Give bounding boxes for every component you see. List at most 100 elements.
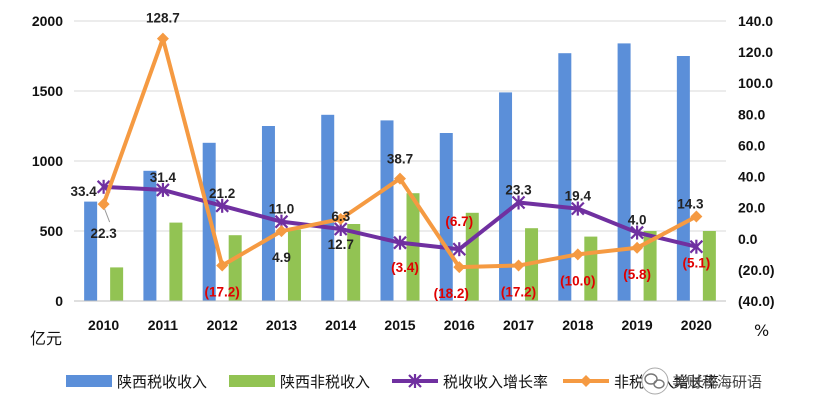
- tax-growth-point-2015: [393, 235, 407, 250]
- tax-growth-point-2016: [452, 242, 467, 257]
- axis-ticks: 0 500 1000 1500 2000 (40.0) (20.0) 0.0 20.0 40.0 6…: [32, 13, 775, 333]
- line-series: [96, 32, 704, 274]
- tax-revenue-bar-2015: [380, 120, 394, 302]
- nontax-growth-point-2012: [216, 259, 229, 272]
- nontax-growth-label-2015: 38.7: [387, 152, 413, 167]
- gridlines: [74, 20, 726, 232]
- x-tick-2020: 2020: [681, 317, 712, 333]
- data-labels: 33.4 31.4 21.2 11.0 6.3 (6.7) 23.3 19.4 4.0 (5.1)…: [70, 11, 710, 302]
- nontax-revenue-bar-2019: [643, 231, 657, 301]
- tax-growth-point-2011: [156, 182, 170, 197]
- tax-growth-label-2016: (6.7): [445, 214, 473, 229]
- legend-label: 税收收入增长率: [443, 373, 548, 391]
- nontax-growth-label-2011: 128.7: [146, 11, 180, 26]
- tax-revenue-bar-2018: [558, 53, 572, 302]
- wechat-icon: [641, 367, 669, 395]
- y-left-tick: 500: [40, 223, 64, 239]
- nontax-growth-label-2014: 12.7: [328, 237, 354, 252]
- legend-swatch: [66, 375, 112, 387]
- tax-revenue-bar-2016: [439, 133, 453, 301]
- y-right-unit: %: [754, 321, 769, 340]
- y-right-tick: 60.0: [738, 137, 765, 153]
- tax-growth-label-2013: 11.0: [269, 202, 295, 217]
- tax-growth-label-2012: 21.2: [209, 186, 235, 201]
- nontax-growth-label-2019: (5.8): [623, 267, 651, 282]
- y-left-unit: 亿元: [30, 329, 62, 348]
- x-tick-2014: 2014: [325, 317, 356, 333]
- y-right-tick: 140.0: [738, 13, 773, 29]
- y-right-tick: 120.0: [738, 44, 773, 60]
- nontax-growth-label-2016: (18.2): [434, 286, 469, 301]
- tax-revenue-bar-2020: [676, 56, 690, 301]
- nontax-growth-point-2019: [631, 241, 644, 254]
- nontax-growth-point-2017: [512, 259, 525, 272]
- nontax-growth-point-2015: [394, 172, 406, 185]
- y-right-tick: (20.0): [738, 262, 775, 278]
- nontax-revenue-bar-2010: [110, 267, 124, 301]
- x-tick-2015: 2015: [384, 317, 415, 333]
- tax-revenue-bar-2011: [143, 170, 157, 301]
- nontax-revenue-bar-2015: [406, 193, 420, 301]
- tax-revenue-bar-2017: [499, 92, 513, 302]
- y-left-tick: 2000: [32, 13, 63, 29]
- nontax-growth-point-2010: [97, 198, 110, 211]
- legend-item-1: 陕西税收收入: [66, 373, 207, 391]
- x-tick-2012: 2012: [207, 317, 238, 333]
- tax-growth-label-2010: 33.4: [70, 184, 97, 199]
- watermark-text: 美财税海研语: [672, 373, 762, 391]
- tax-growth-label-2017: 23.3: [505, 183, 532, 198]
- y-left-tick: 1500: [32, 83, 63, 99]
- nontax-growth-label-2010: 22.3: [90, 226, 117, 241]
- tax-revenue-bar-2010: [84, 201, 98, 301]
- legend-item-3: 税收收入增长率: [392, 373, 548, 391]
- tax-growth-label-2014: 6.3: [331, 209, 350, 224]
- tax-growth-point-2012: [215, 198, 229, 213]
- y-right-tick: (40.0): [738, 293, 775, 309]
- x-tick-2016: 2016: [444, 317, 475, 333]
- tax-growth-label-2019: 4.0: [628, 213, 647, 228]
- x-tick-2011: 2011: [148, 317, 179, 333]
- nontax-growth-label-2020: 14.3: [677, 197, 704, 212]
- legend-label: 陕西税收收入: [117, 373, 207, 391]
- legend-swatch: [229, 375, 275, 387]
- y-right-tick: 100.0: [738, 75, 773, 91]
- tax-growth-label-2011: 31.4: [150, 170, 177, 185]
- watermark: 美财税海研语: [641, 367, 762, 395]
- nontax-growth-point-2014: [334, 213, 347, 226]
- tax-growth-point-2020: [689, 239, 704, 254]
- nontax-growth-label-2017: (17.2): [501, 285, 536, 300]
- tax-revenue-bar-2014: [321, 114, 335, 301]
- y-left-tick: 1000: [32, 153, 63, 169]
- nontax-growth-label-2018: (10.0): [560, 273, 595, 288]
- legend-item-2: 陕西非税收入: [229, 373, 370, 391]
- nontax-growth-point-2013: [275, 225, 288, 238]
- label-leader-line: [104, 208, 111, 223]
- tax-growth-point-2019: [630, 225, 644, 240]
- tax-growth-point-2018: [571, 201, 585, 216]
- tax-growth-label-2020: (5.1): [682, 256, 710, 271]
- nontax-revenue-bar-2020: [702, 231, 716, 301]
- y-right-tick: 40.0: [738, 169, 765, 185]
- tax-revenue-bar-2019: [617, 43, 631, 302]
- nontax-growth-label-2012: (17.2): [205, 285, 240, 300]
- legend: 陕西税收收入陕西非税收入税收收入增长率非税收入增长率: [66, 373, 719, 391]
- y-left-tick: 0: [55, 293, 63, 309]
- tax-growth-label-2018: 19.4: [565, 189, 592, 204]
- nontax-growth-point-2018: [571, 248, 584, 261]
- extra-label-2015: (3.4): [391, 260, 419, 275]
- tax-growth-point-2017: [511, 195, 526, 210]
- x-tick-2018: 2018: [562, 317, 593, 333]
- nontax-revenue-bar-2013: [287, 229, 301, 301]
- tax-revenue-bar-2013: [261, 126, 275, 301]
- y-right-tick: 80.0: [738, 106, 765, 122]
- nontax-growth-point-2011: [156, 32, 169, 45]
- x-tick-2010: 2010: [88, 317, 119, 333]
- nontax-growth-point-2020: [690, 210, 703, 223]
- x-tick-2017: 2017: [503, 317, 534, 333]
- nontax-growth-point-2016: [453, 261, 466, 274]
- y-right-tick: 0.0: [738, 231, 758, 247]
- nontax-revenue-bar-2011: [169, 222, 183, 301]
- x-tick-2013: 2013: [266, 317, 297, 333]
- nontax-revenue-bar-2014: [347, 224, 361, 301]
